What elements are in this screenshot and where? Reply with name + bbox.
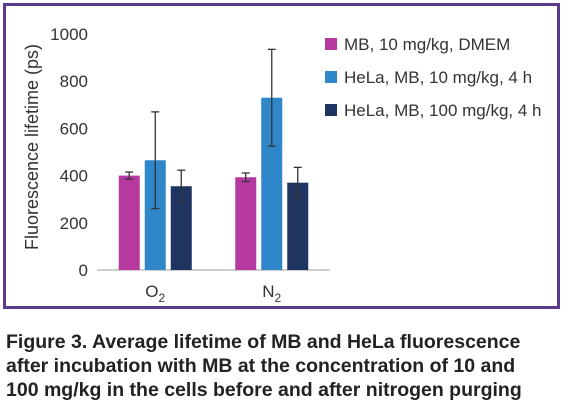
legend: MB, 10 mg/kg, DMEM HeLa, MB, 10 mg/kg, 4 … bbox=[325, 35, 542, 120]
figure-caption: Figure 3. Average lifetime of MB and HeL… bbox=[6, 330, 562, 402]
bar-chart: Fluorescence lifetime (ps) 0 200 400 600 800… bbox=[22, 25, 542, 305]
y-tick-label: 0 bbox=[79, 261, 88, 280]
y-axis-title: Fluorescence lifetime (ps) bbox=[22, 44, 42, 250]
y-tick-label: 600 bbox=[60, 119, 88, 138]
bar bbox=[287, 182, 309, 270]
caption-line: after incubation with MB at the concentr… bbox=[6, 355, 516, 377]
bars bbox=[118, 97, 309, 270]
bar bbox=[144, 160, 166, 270]
legend-label: HeLa, MB, 100 mg/kg, 4 h bbox=[344, 101, 542, 120]
x-tick-label: O2 bbox=[145, 282, 165, 305]
legend-label: MB, 10 mg/kg, DMEM bbox=[344, 35, 510, 54]
error-bar bbox=[151, 111, 160, 210]
error-bar bbox=[267, 48, 276, 147]
error-bar bbox=[125, 171, 134, 180]
bar bbox=[118, 175, 140, 270]
error-bars bbox=[125, 48, 302, 210]
error-bar bbox=[177, 169, 186, 203]
caption-line: 100 mg/kg in the cells before and after … bbox=[6, 379, 522, 401]
legend-swatch bbox=[325, 71, 337, 83]
x-axis: O2 N2 bbox=[97, 269, 330, 305]
y-tick-label: 200 bbox=[60, 214, 88, 233]
error-bar bbox=[293, 166, 302, 199]
x-tick-label: N2 bbox=[262, 282, 281, 305]
y-axis-ticks: 0 200 400 600 800 1000 bbox=[50, 25, 88, 280]
bar bbox=[261, 97, 283, 270]
legend-label: HeLa, MB, 10 mg/kg, 4 h bbox=[344, 68, 532, 87]
caption-line: Figure 3. Average lifetime of MB and HeL… bbox=[6, 331, 521, 353]
y-tick-label: 1000 bbox=[50, 25, 88, 44]
y-tick-label: 800 bbox=[60, 72, 88, 91]
error-bar bbox=[241, 172, 250, 183]
bar bbox=[235, 177, 257, 270]
legend-swatch bbox=[325, 104, 337, 116]
bar bbox=[170, 186, 192, 270]
y-tick-label: 400 bbox=[60, 167, 88, 186]
legend-swatch bbox=[325, 38, 337, 50]
